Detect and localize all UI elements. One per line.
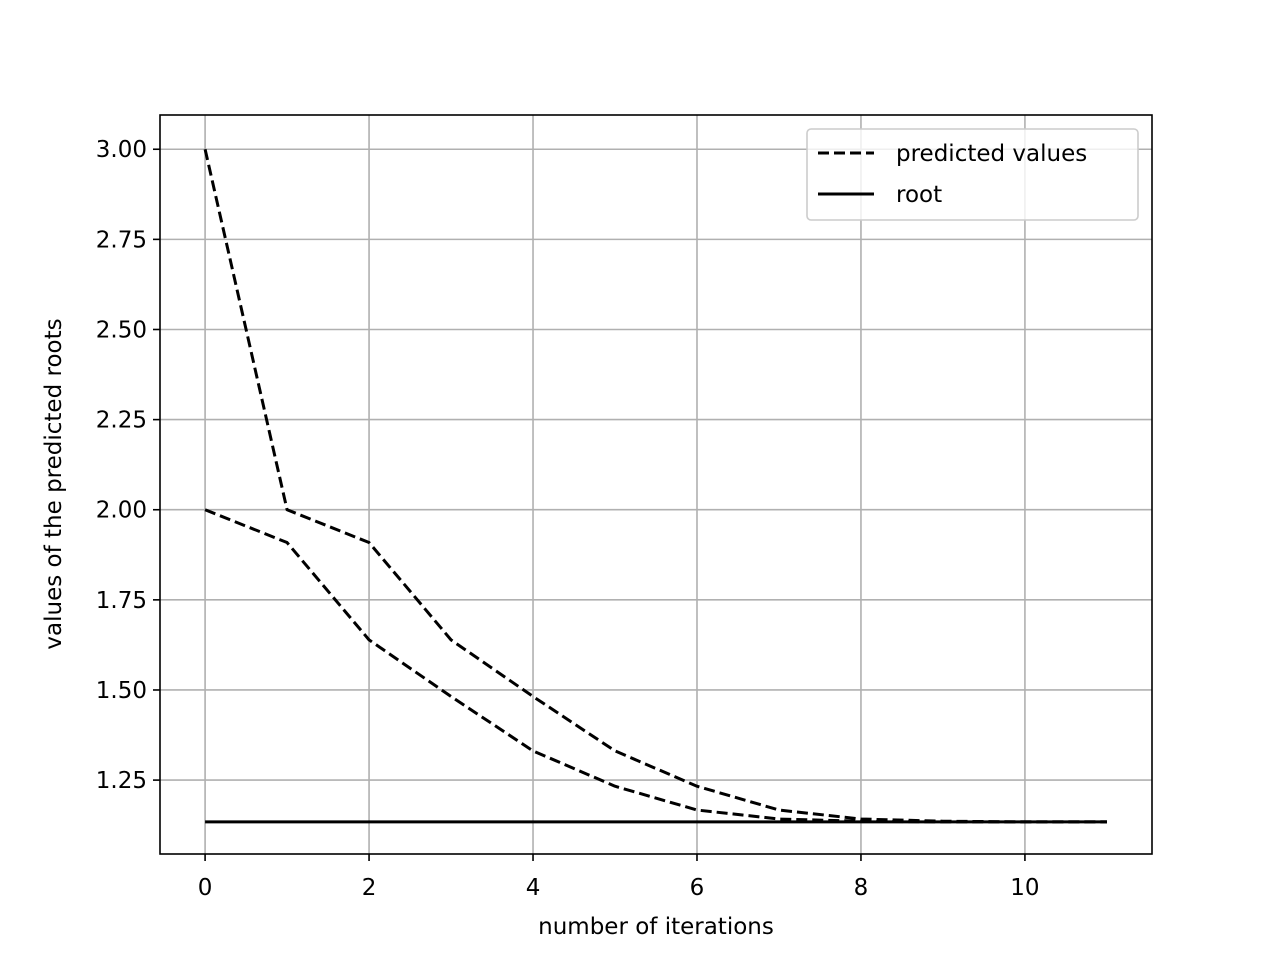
grid [160, 115, 1152, 854]
plot-area-frame [159, 114, 1153, 855]
x-tick-label: 8 [854, 875, 869, 901]
x-axis-label: number of iterations [538, 914, 774, 940]
y-tick-label: 2.75 [96, 227, 147, 253]
y-tick-label: 1.25 [96, 768, 147, 794]
series-group [203, 148, 1107, 824]
plot-area-background [160, 115, 1152, 854]
legend: predicted values root [806, 128, 1139, 221]
x-tick-label: 6 [690, 875, 705, 901]
y-tick-label: 2.00 [96, 498, 147, 524]
x-tick-label: 10 [1010, 875, 1039, 901]
y-tick-label: 1.75 [96, 588, 147, 614]
x-tick-label: 4 [526, 875, 541, 901]
x-tick-label: 0 [198, 875, 213, 901]
x-axis: 0 2 4 6 8 10 [198, 854, 1040, 901]
y-tick-label: 2.50 [96, 317, 147, 343]
legend-label-predicted-values: predicted values [896, 141, 1087, 167]
legend-box [806, 128, 1139, 221]
y-axis: 1.25 1.50 1.75 2.00 2.25 2.50 2.75 3.00 [96, 137, 160, 794]
x-tick-label: 2 [362, 875, 377, 901]
y-tick-label: 2.25 [96, 408, 147, 434]
y-tick-label: 1.50 [96, 678, 147, 704]
y-tick-label: 3.00 [96, 137, 147, 163]
legend-label-root: root [896, 182, 942, 208]
y-axis-label: values of the predicted roots [41, 318, 67, 649]
